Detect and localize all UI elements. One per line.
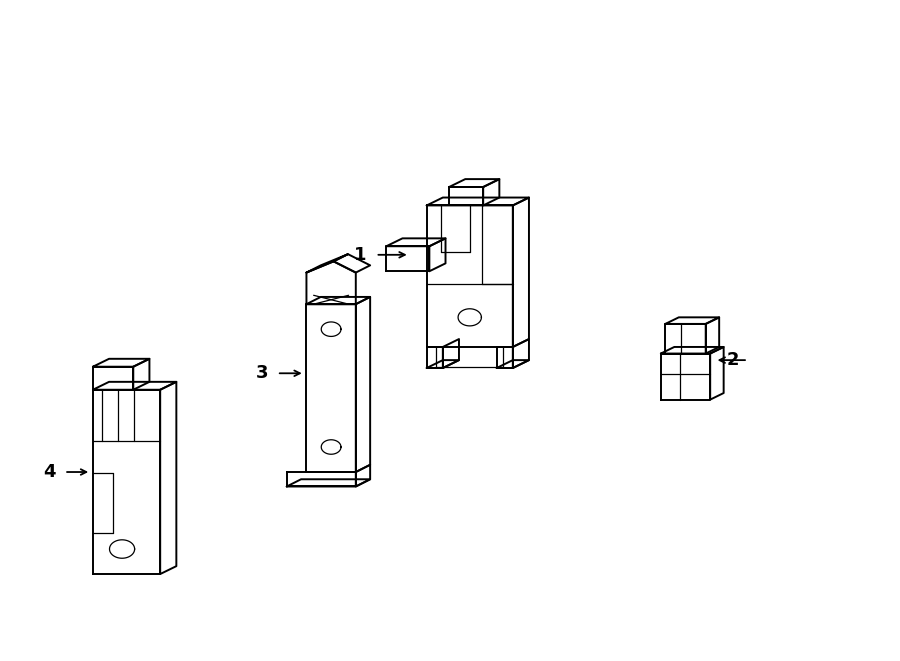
- Polygon shape: [665, 324, 706, 354]
- Polygon shape: [93, 390, 160, 574]
- Polygon shape: [93, 367, 133, 390]
- Polygon shape: [427, 198, 529, 206]
- Polygon shape: [427, 360, 459, 368]
- Polygon shape: [334, 254, 370, 272]
- Polygon shape: [160, 382, 176, 574]
- Polygon shape: [427, 347, 443, 368]
- Text: 3: 3: [256, 364, 268, 382]
- Polygon shape: [513, 339, 529, 368]
- Polygon shape: [386, 239, 446, 247]
- Polygon shape: [427, 206, 513, 347]
- Polygon shape: [483, 179, 500, 206]
- Polygon shape: [497, 360, 529, 368]
- Polygon shape: [356, 465, 370, 486]
- Polygon shape: [429, 239, 445, 271]
- Polygon shape: [449, 179, 500, 187]
- Polygon shape: [93, 359, 149, 367]
- Text: 1: 1: [354, 246, 366, 264]
- Polygon shape: [356, 297, 370, 472]
- Polygon shape: [386, 247, 429, 271]
- Polygon shape: [513, 198, 529, 347]
- Text: 2: 2: [726, 351, 739, 369]
- Polygon shape: [306, 254, 348, 272]
- Polygon shape: [93, 382, 176, 390]
- Polygon shape: [306, 304, 356, 472]
- Polygon shape: [287, 472, 356, 486]
- Text: 4: 4: [42, 463, 55, 481]
- Polygon shape: [665, 317, 719, 324]
- Polygon shape: [497, 347, 513, 368]
- Polygon shape: [306, 297, 370, 304]
- Polygon shape: [661, 347, 724, 354]
- Polygon shape: [287, 479, 370, 486]
- Polygon shape: [449, 187, 483, 206]
- Polygon shape: [306, 261, 356, 304]
- Polygon shape: [443, 339, 459, 368]
- Polygon shape: [706, 317, 719, 354]
- Polygon shape: [133, 359, 149, 390]
- Polygon shape: [661, 354, 710, 400]
- Polygon shape: [710, 347, 724, 400]
